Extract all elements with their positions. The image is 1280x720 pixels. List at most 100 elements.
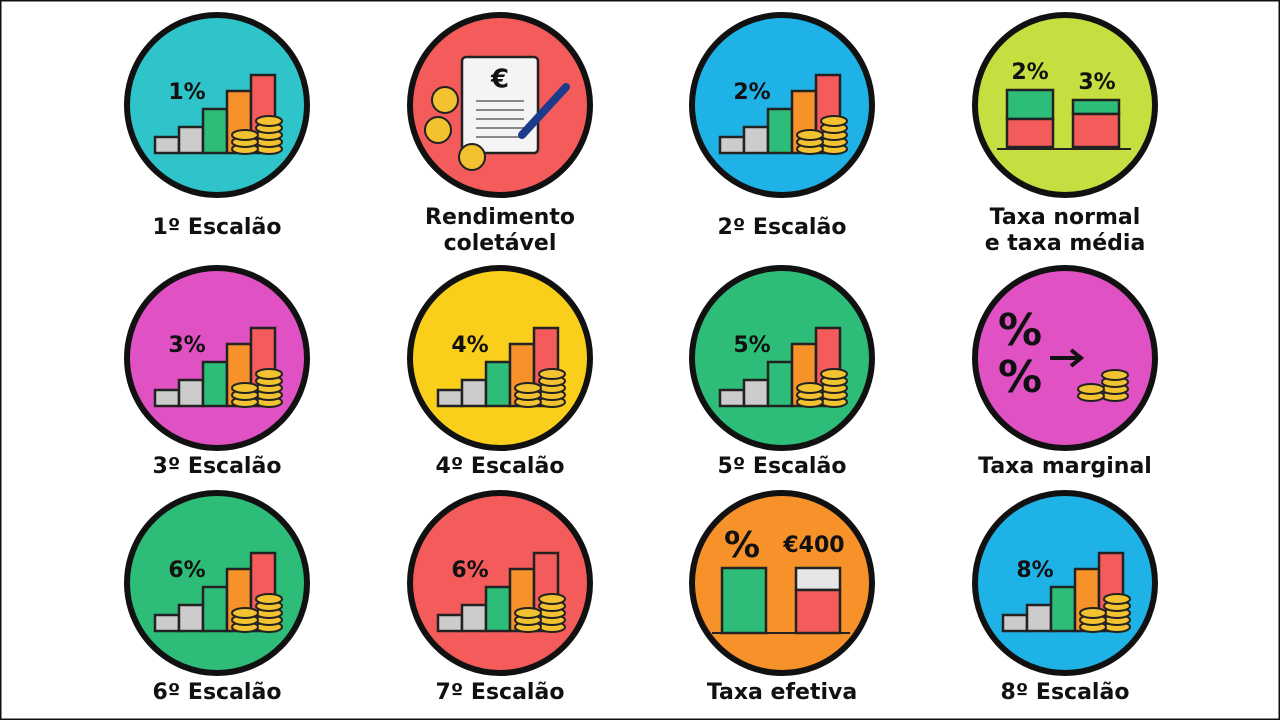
icon-item: 8% 8º Escalão [972, 490, 1158, 705]
coin [820, 368, 848, 380]
stair-bar [436, 613, 464, 633]
coin [796, 129, 824, 141]
item-label: 6º Escalão [153, 680, 282, 705]
bar [794, 566, 842, 592]
stair-bar [1001, 613, 1029, 633]
item-label: 2º Escalão [718, 215, 847, 240]
stair-bar [201, 360, 229, 408]
stair-bar [153, 135, 181, 155]
coin [255, 368, 283, 380]
item-label: e taxa média [985, 231, 1146, 256]
coin [514, 382, 542, 394]
percent: 1% [168, 80, 205, 105]
stair-bar [1025, 603, 1053, 633]
stair-bar [460, 603, 488, 633]
icon-item: 6% 6º Escalão [124, 490, 310, 705]
coin [538, 593, 566, 605]
stair-bar [201, 585, 229, 633]
item-label: 5º Escalão [718, 454, 847, 479]
item-label: Taxa efetiva [707, 680, 857, 705]
percent: 5% [733, 333, 770, 358]
icon-circle [124, 12, 310, 198]
icon-circle [407, 265, 593, 451]
stair-bar [718, 135, 746, 155]
stair-bar [766, 360, 794, 408]
item-label: Taxa normal [990, 205, 1141, 230]
icon-circle [407, 490, 593, 676]
coin [255, 593, 283, 605]
coin [231, 382, 259, 394]
bar [1005, 117, 1055, 149]
stair-bar [484, 360, 512, 408]
icon-circle [124, 265, 310, 451]
item-label: coletável [444, 231, 557, 256]
item-label: Rendimento [425, 205, 575, 230]
coin [796, 382, 824, 394]
percent: 4% [451, 333, 488, 358]
icon-circle [689, 12, 875, 198]
amount: €400 [782, 533, 844, 558]
icon-circle [972, 12, 1158, 198]
item-label: Taxa marginal [978, 454, 1152, 479]
stair-bar [201, 107, 229, 155]
icon-item: 1% 1º Escalão [124, 12, 310, 240]
stair-bar [177, 125, 205, 155]
item-label: 1º Escalão [153, 215, 282, 240]
item-label: 8º Escalão [1001, 680, 1130, 705]
icon-item: 3% 3º Escalão [124, 265, 310, 479]
coin [1103, 593, 1131, 605]
coin [231, 129, 259, 141]
coin [538, 368, 566, 380]
stair-bar [742, 125, 770, 155]
coin [458, 143, 486, 171]
stair-bar [742, 378, 770, 408]
percent: 6% [451, 558, 488, 583]
coin [1077, 383, 1105, 395]
stair-bar [460, 378, 488, 408]
bar [1071, 98, 1121, 116]
arrow [1050, 348, 1085, 368]
icon-circle [689, 490, 875, 676]
item-label: 4º Escalão [436, 454, 565, 479]
percent-sign: % [998, 352, 1042, 403]
stair-bar [177, 603, 205, 633]
currency: € [490, 65, 509, 95]
percent-sign: % [724, 525, 760, 566]
pen [518, 83, 570, 139]
icon-item: 4% 4º Escalão [407, 265, 593, 479]
icon-item: 6% 7º Escalão [407, 490, 593, 705]
bar [720, 566, 768, 635]
stair-bar [436, 388, 464, 408]
bar [1005, 88, 1055, 121]
icon-item: %% Taxa marginal [972, 265, 1158, 479]
coin [431, 86, 459, 114]
coin [424, 116, 452, 144]
item-label: 7º Escalão [436, 680, 565, 705]
percent: 3% [168, 333, 205, 358]
percent: 8% [1016, 558, 1053, 583]
icon-item: 2% 2º Escalão [689, 12, 875, 240]
bar [1071, 112, 1121, 149]
stair-bar [766, 107, 794, 155]
icon-circle [689, 265, 875, 451]
coin [1079, 607, 1107, 619]
icon-circle [972, 490, 1158, 676]
coin [255, 115, 283, 127]
percent: 6% [168, 558, 205, 583]
coin [514, 607, 542, 619]
stair-bar [484, 585, 512, 633]
item-label: 3º Escalão [153, 454, 282, 479]
percent: 2% [733, 80, 770, 105]
icon-item: 5% 5º Escalão [689, 265, 875, 479]
icon-circle [124, 490, 310, 676]
percent-sign: % [998, 305, 1042, 356]
coin [1101, 369, 1129, 381]
bar [794, 588, 842, 635]
stair-bar [153, 613, 181, 633]
coin [231, 607, 259, 619]
stair-bar [1049, 585, 1077, 633]
coin [820, 115, 848, 127]
